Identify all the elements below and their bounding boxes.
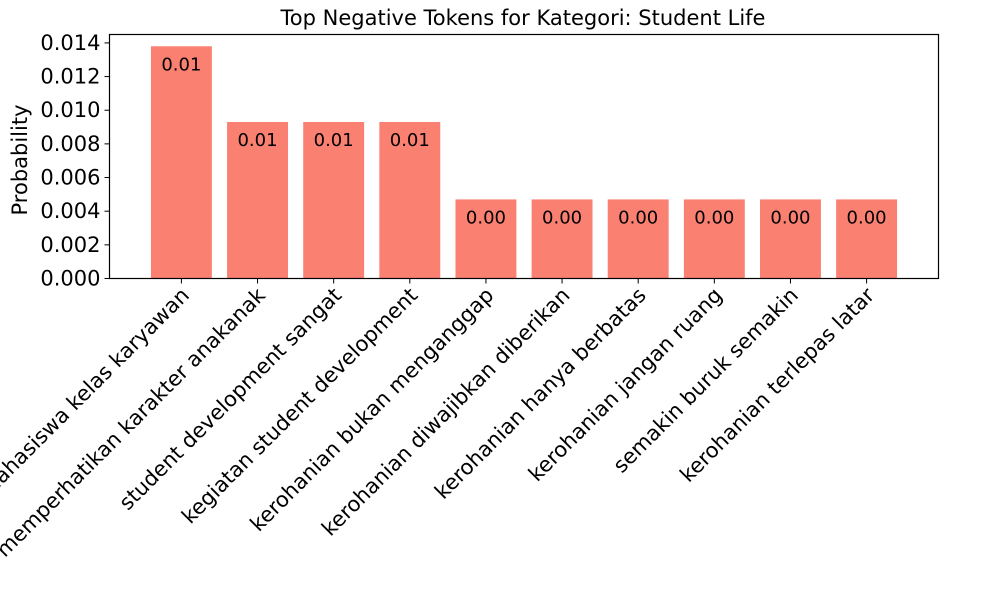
bar-value-label-10: 0.00 <box>847 207 887 228</box>
bar-5 <box>455 199 517 279</box>
y-tick-label-6: 0.010 <box>40 98 100 122</box>
y-axis-ticks: 0.000 0.002 0.004 0.006 0.008 0.010 0.012 0.014 <box>40 31 110 291</box>
bar-value-label-5: 0.00 <box>466 207 506 228</box>
bar-2 <box>227 122 288 279</box>
bar-value-label-1: 0.01 <box>161 54 201 75</box>
chart-title: Top Negative Tokens for Kategori: Studen… <box>280 6 766 30</box>
bar-4 <box>379 122 441 279</box>
bar-value-label-2: 0.01 <box>237 130 277 151</box>
bar-1 <box>150 46 212 279</box>
bar-7 <box>607 199 669 279</box>
bar-value-label-4: 0.01 <box>390 130 430 151</box>
y-tick-label-2: 0.002 <box>40 233 100 257</box>
y-tick-label-1: 0.000 <box>40 267 100 291</box>
bar-value-label-3: 0.01 <box>314 130 354 151</box>
plot-area-frame <box>108 33 940 280</box>
bar-value-labels: 0.01 0.01 0.01 0.01 0.00 0.00 0.00 0.00 0.00 0.00 <box>161 54 886 228</box>
y-tick-label-5: 0.008 <box>40 132 100 156</box>
bar-value-label-6: 0.00 <box>542 207 582 228</box>
bar-value-label-7: 0.00 <box>618 207 658 228</box>
bar-8 <box>683 199 745 279</box>
bar-10 <box>836 199 898 279</box>
y-axis-label: Probability <box>8 104 32 215</box>
y-tick-label-3: 0.004 <box>40 199 100 223</box>
bar-value-label-8: 0.00 <box>694 207 734 228</box>
bar-3 <box>303 122 365 279</box>
y-tick-label-4: 0.006 <box>40 166 100 190</box>
bar-9 <box>760 199 821 279</box>
y-tick-label-8: 0.014 <box>40 31 100 55</box>
bars <box>150 46 898 279</box>
bar-6 <box>531 199 593 279</box>
bar-value-label-9: 0.00 <box>770 207 810 228</box>
y-tick-label-7: 0.012 <box>40 65 100 89</box>
